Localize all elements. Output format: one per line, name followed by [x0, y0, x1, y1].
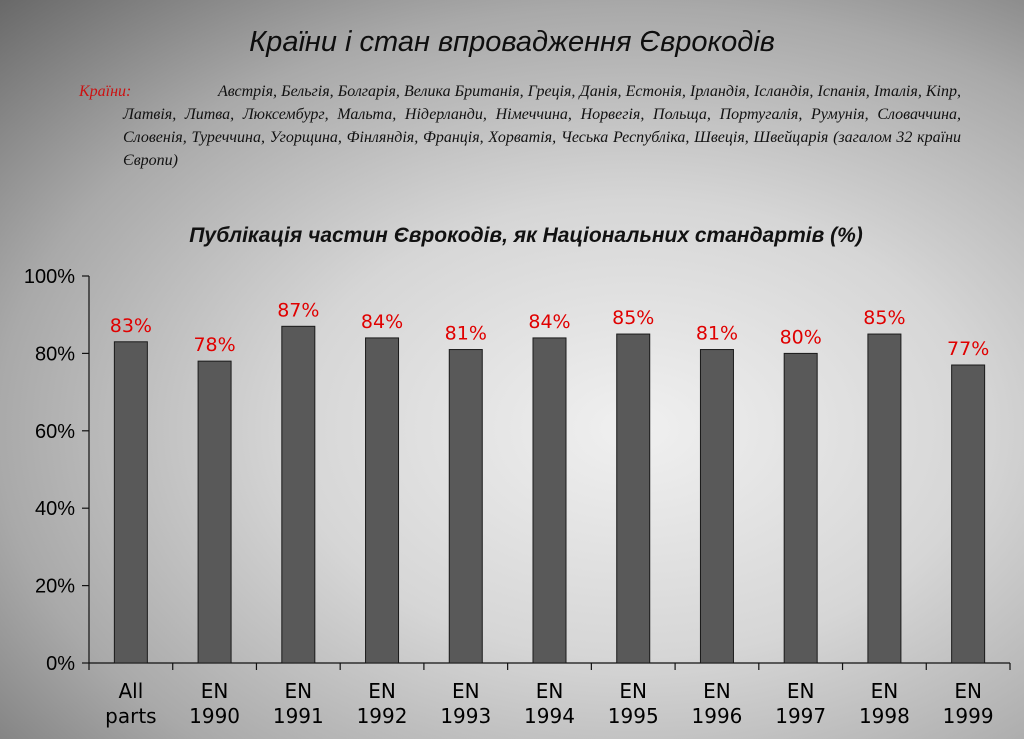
x-tick-label: EN: [954, 679, 982, 703]
y-tick-label: 80%: [35, 343, 75, 365]
x-tick-label: EN: [619, 679, 647, 703]
x-tick-label: EN: [452, 679, 480, 703]
data-label: 87%: [277, 299, 319, 321]
x-tick-label: parts: [105, 704, 156, 728]
bar: [532, 337, 567, 664]
x-tick-label: 1993: [440, 704, 491, 728]
data-label: 81%: [445, 323, 487, 345]
x-tick-label: 1992: [357, 704, 408, 728]
chart-title: Публікація частин Єврокодів, як Націонал…: [189, 224, 863, 247]
bar: [281, 325, 316, 664]
data-label: 78%: [193, 334, 235, 356]
y-tick-label: 0%: [46, 653, 75, 675]
bar: [365, 337, 400, 664]
data-label: 83%: [110, 315, 152, 337]
data-label: 85%: [863, 307, 905, 329]
bar: [951, 364, 986, 664]
x-tick-label: EN: [536, 679, 564, 703]
data-label: 81%: [696, 323, 738, 345]
x-axis: AllpartsEN1990EN1991EN1992EN1993EN1994EN…: [88, 662, 1011, 728]
x-tick-label: EN: [703, 679, 731, 703]
countries-label: Країни:: [79, 83, 132, 100]
x-tick-label: EN: [871, 679, 899, 703]
bar: [197, 360, 232, 664]
x-tick-label: EN: [201, 679, 229, 703]
x-tick-label: EN: [787, 679, 815, 703]
x-tick-label: 1990: [189, 704, 240, 728]
x-tick-label: 1997: [775, 704, 826, 728]
data-label: 84%: [361, 311, 403, 333]
bar: [699, 349, 734, 664]
bar: [448, 349, 483, 664]
data-label: 84%: [528, 311, 570, 333]
data-label: 80%: [780, 326, 822, 348]
bars: [113, 325, 986, 664]
bar: [113, 341, 148, 664]
x-tick-label: 1994: [524, 704, 575, 728]
y-tick-label: 20%: [35, 576, 75, 598]
data-labels: 83% 78% 87% 84% 81% 84% 85% 81% 80% 85% 77%: [110, 299, 990, 360]
data-label: 85%: [612, 307, 654, 329]
y-axis: 0% 20% 40% 60% 80% 100%: [24, 266, 90, 675]
bar: [783, 352, 818, 664]
x-tick-label: EN: [285, 679, 313, 703]
slide-title: Країни і стан впровадження Єврокодів: [249, 26, 775, 58]
x-tick-label: 1999: [943, 704, 994, 728]
data-label: 77%: [947, 338, 989, 360]
bar: [867, 333, 902, 664]
x-tick-label: All: [118, 679, 143, 703]
y-tick-label: 100%: [24, 266, 75, 288]
x-tick-label: 1996: [692, 704, 743, 728]
x-tick-label: 1991: [273, 704, 324, 728]
x-tick-label: 1998: [859, 704, 910, 728]
y-tick-label: 60%: [35, 421, 75, 443]
y-tick-label: 40%: [35, 498, 75, 520]
countries-list: Австрія, Бельгія, Болгарія, Велика Брита…: [123, 80, 961, 172]
x-tick-label: EN: [368, 679, 396, 703]
x-tick-label: 1995: [608, 704, 659, 728]
bar: [616, 333, 651, 664]
countries-text: Австрія, Бельгія, Болгарія, Велика Брита…: [123, 83, 961, 169]
